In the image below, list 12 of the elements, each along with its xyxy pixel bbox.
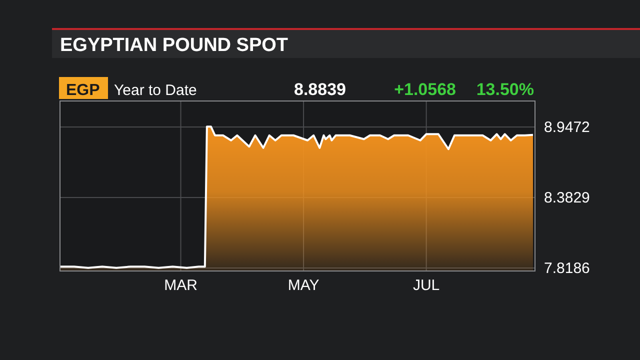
text: 13.50% xyxy=(476,80,534,99)
text: +1.0568 xyxy=(394,80,456,99)
x-tick-label: JUL xyxy=(412,277,440,294)
x-tick-label: MAY xyxy=(288,277,320,294)
text: EGP xyxy=(66,82,100,99)
y-tick-label: 8.9472 xyxy=(544,118,590,136)
y-tick-label: 8.3829 xyxy=(544,190,590,207)
y-tick-label: 7.8186 xyxy=(544,260,590,278)
text: 8.8839 xyxy=(294,80,346,99)
x-tick-label: MAR xyxy=(164,277,198,294)
chart-title: EGYPTIAN POUND SPOT xyxy=(60,35,288,56)
chart-subtitle: Year to Date xyxy=(114,82,197,99)
